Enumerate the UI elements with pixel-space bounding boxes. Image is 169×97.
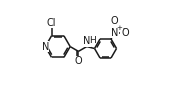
Text: N: N [42,42,49,52]
Text: +: + [116,25,122,31]
Text: H: H [89,36,96,45]
Text: O: O [75,56,82,66]
Text: Cl: Cl [47,18,56,28]
Text: N: N [111,28,118,38]
Text: O: O [121,28,129,38]
Text: N: N [83,36,90,46]
Text: -: - [123,25,125,31]
Text: O: O [111,16,118,26]
